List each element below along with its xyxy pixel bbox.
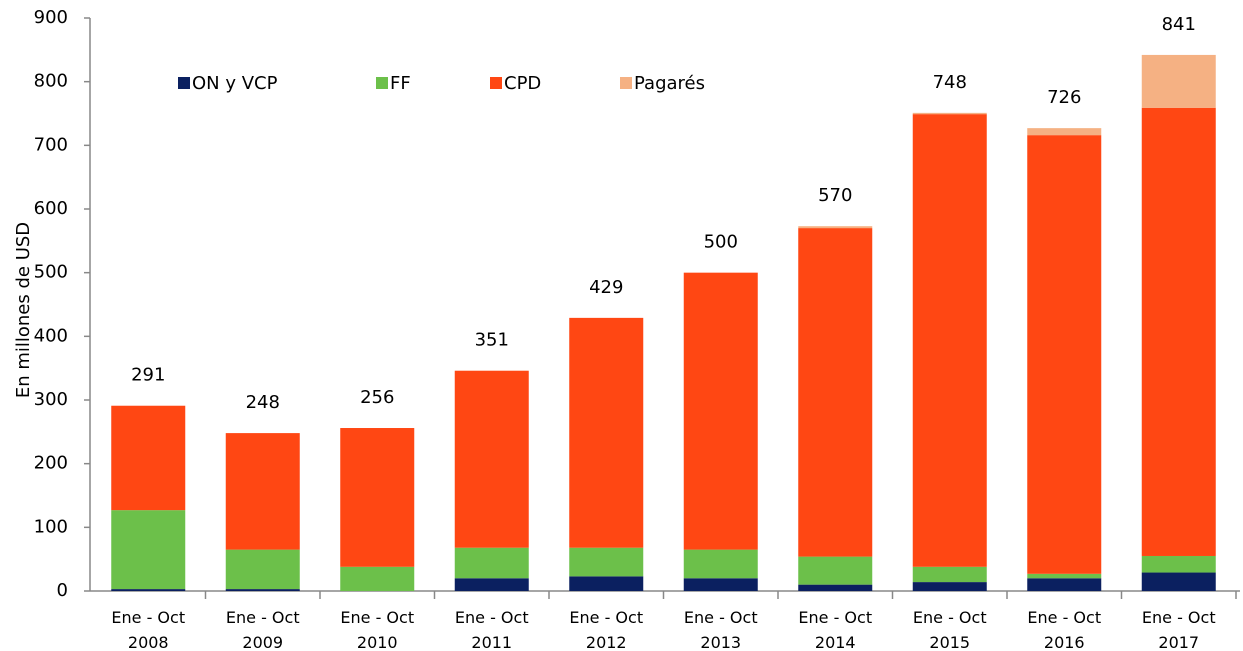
bar-segment <box>1141 572 1216 591</box>
legend-swatch <box>376 77 388 89</box>
y-tick-label: 0 <box>57 580 68 601</box>
total-label: 841 <box>1162 14 1196 35</box>
bar-segment <box>683 578 758 591</box>
bar-segment <box>798 556 873 585</box>
y-tick-label: 800 <box>34 71 68 92</box>
bar-segment <box>569 547 644 577</box>
total-label: 726 <box>1047 87 1081 108</box>
bar-segment <box>1141 107 1216 556</box>
y-tick-label: 900 <box>34 7 68 28</box>
legend-label: Pagarés <box>634 73 705 94</box>
legend-label: CPD <box>504 73 541 94</box>
total-label: 351 <box>475 330 509 351</box>
bar-segment <box>798 584 873 591</box>
bar-segment <box>454 370 529 548</box>
x-tick-label: Ene - Oct 2008 <box>111 608 185 651</box>
x-tick-label: Ene - Oct 2016 <box>1027 608 1101 651</box>
y-tick-label: 300 <box>34 389 68 410</box>
legend-swatch <box>620 77 632 89</box>
total-label: 291 <box>131 365 165 386</box>
y-tick-label: 700 <box>34 134 68 155</box>
bar-segment <box>569 317 644 548</box>
legend-label: ON y VCP <box>192 73 278 94</box>
bar-segment <box>1027 578 1102 591</box>
total-label: 570 <box>818 185 852 206</box>
bar-segment <box>1027 128 1102 136</box>
bar-segment <box>340 566 415 591</box>
y-tick-label: 500 <box>34 262 68 283</box>
legend-swatch <box>490 77 502 89</box>
bar-segment <box>1141 54 1216 108</box>
bar-segment <box>798 226 873 229</box>
bar-segment <box>225 433 300 550</box>
x-tick-label: Ene - Oct 2017 <box>1142 608 1216 651</box>
x-tick-label: Ene - Oct 2009 <box>226 608 300 651</box>
total-label: 429 <box>589 277 623 298</box>
bar-segment <box>683 272 758 550</box>
bar-segment <box>1027 573 1102 579</box>
bar-segment <box>340 428 415 567</box>
bar-segment <box>454 547 529 579</box>
y-tick-label: 200 <box>34 453 68 474</box>
bar-segment <box>912 582 987 591</box>
bar-segment <box>1141 555 1216 573</box>
y-tick-label: 100 <box>34 516 68 537</box>
y-tick-label: 400 <box>34 325 68 346</box>
bar-segment <box>225 549 300 590</box>
bar-segment <box>454 578 529 591</box>
bar-segment <box>111 510 186 590</box>
bar-segment <box>912 114 987 567</box>
total-label: 256 <box>360 387 394 408</box>
bar-segment <box>912 112 987 115</box>
x-tick-label: Ene - Oct 2011 <box>455 608 529 651</box>
bar-segment <box>569 576 644 591</box>
x-tick-label: Ene - Oct 2012 <box>569 608 643 651</box>
bar-segment <box>798 228 873 557</box>
x-tick-label: Ene - Oct 2015 <box>913 608 987 651</box>
x-tick-label: Ene - Oct 2013 <box>684 608 758 651</box>
x-tick-label: Ene - Oct 2014 <box>798 608 872 651</box>
total-label: 748 <box>933 72 967 93</box>
bar-segment <box>912 566 987 583</box>
total-label: 248 <box>246 392 280 413</box>
bar-segment <box>225 589 300 591</box>
x-tick-label: Ene - Oct 2010 <box>340 608 414 651</box>
bar-segment <box>111 405 186 511</box>
y-axis-label: En millones de USD <box>13 222 34 398</box>
legend-swatch <box>178 77 190 89</box>
y-tick-label: 600 <box>34 198 68 219</box>
bar-segment <box>111 589 186 591</box>
bar-segment <box>1027 135 1102 574</box>
total-label: 500 <box>704 232 738 253</box>
legend-label: FF <box>390 73 411 94</box>
bar-segment <box>683 549 758 579</box>
